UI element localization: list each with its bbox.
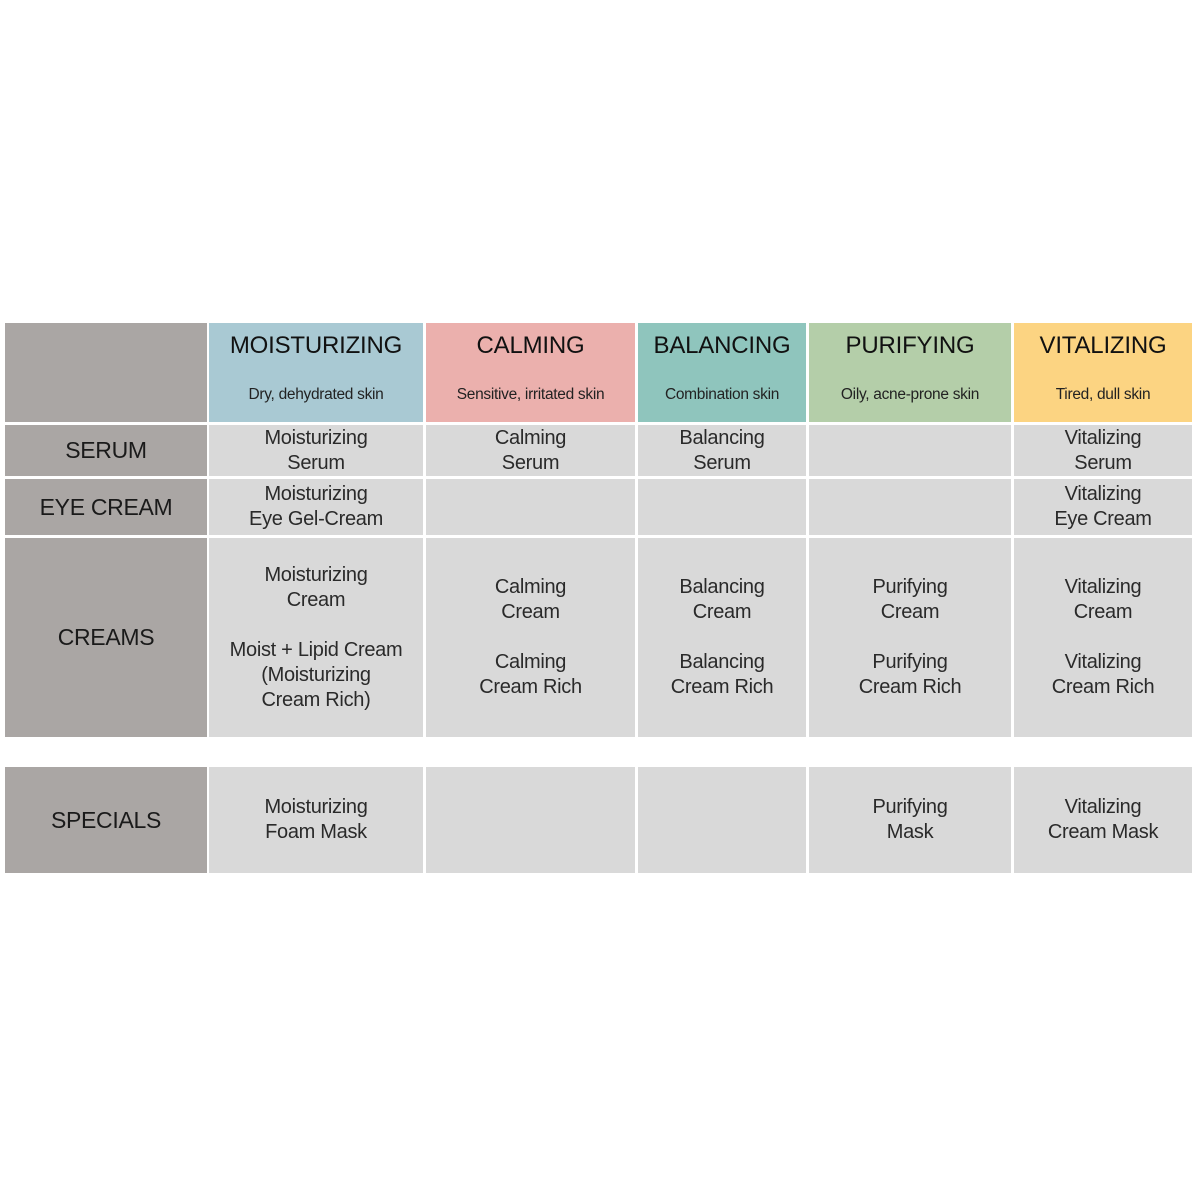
product-name: Calming Cream Rich (479, 651, 582, 698)
column-title: MOISTURIZING (229, 332, 403, 359)
product-name: Moisturizing Foam Mask (264, 796, 368, 843)
table-cell: Calming Serum (426, 425, 635, 476)
table-cell (426, 767, 635, 873)
table-cell: Vitalizing Cream Mask (1014, 767, 1192, 873)
table-cell: Vitalizing Cream Vitalizing Cream Rich (1014, 538, 1192, 737)
product-name: Balancing Cream Rich (670, 651, 774, 698)
product-name: Balancing Cream (679, 576, 765, 623)
table-cell (809, 425, 1011, 476)
column-header-balancing: BALANCING Combination skin (638, 323, 806, 422)
column-header-moisturizing: MOISTURIZING Dry, dehydrated skin (209, 323, 423, 422)
table-cell (638, 479, 806, 535)
corner-cell (5, 323, 207, 422)
column-header-purifying: PURIFYING Oily, acne-prone skin (809, 323, 1011, 422)
column-header-calming: CALMING Sensitive, irritated skin (426, 323, 635, 422)
row-label: SPECIALS (5, 767, 207, 873)
product-name: Purifying Cream Rich (858, 651, 962, 698)
product-name: Vitalizing Cream Mask (1047, 796, 1159, 843)
table-cell (426, 479, 635, 535)
row-label: EYE CREAM (5, 479, 207, 535)
column-subtitle: Dry, dehydrated skin (248, 386, 384, 403)
product-name: Purifying Mask (872, 796, 948, 843)
product-name: Moist + Lipid Cream (Moisturizing Cream … (229, 638, 403, 711)
table-cell: Vitalizing Serum (1014, 425, 1192, 476)
table-cell: Moisturizing Serum (209, 425, 423, 476)
product-name: Moisturizing Cream (264, 563, 368, 611)
table-cell: Vitalizing Eye Cream (1014, 479, 1192, 535)
table-cell: Calming Cream Calming Cream Rich (426, 538, 635, 737)
table-cell: Balancing Serum (638, 425, 806, 476)
column-subtitle: Oily, acne-prone skin (840, 386, 980, 403)
column-title: BALANCING (653, 332, 791, 359)
product-name: Vitalizing Eye Cream (1054, 483, 1152, 530)
table-cell (638, 767, 806, 873)
product-name: Purifying Cream (872, 576, 948, 623)
column-title: VITALIZING (1039, 332, 1167, 359)
product-name: Moisturizing Eye Gel-Cream (249, 483, 383, 530)
table-cell: Moisturizing Foam Mask (209, 767, 423, 873)
table-cell: Purifying Cream Purifying Cream Rich (809, 538, 1011, 737)
column-subtitle: Sensitive, irritated skin (456, 386, 605, 403)
product-name: Moisturizing Serum (264, 426, 368, 474)
table-cell: Moisturizing Cream Moist + Lipid Cream (M… (209, 538, 423, 737)
product-name: Vitalizing Cream (1064, 576, 1142, 623)
table-cell: Purifying Mask (809, 767, 1011, 873)
product-name: Calming Cream (494, 576, 567, 623)
column-title: PURIFYING (845, 332, 975, 359)
product-name: Calming Serum (494, 426, 567, 474)
row-label: SERUM (5, 425, 207, 476)
column-subtitle: Combination skin (664, 386, 780, 403)
table-cell: Moisturizing Eye Gel-Cream (209, 479, 423, 535)
product-name: Balancing Serum (679, 426, 765, 474)
column-header-vitalizing: VITALIZING Tired, dull skin (1014, 323, 1192, 422)
table-cell: Balancing Cream Balancing Cream Rich (638, 538, 806, 737)
product-name: Vitalizing Serum (1064, 426, 1142, 474)
product-name: Vitalizing Cream Rich (1051, 651, 1155, 698)
column-title: CALMING (476, 332, 585, 359)
table-cell (809, 479, 1011, 535)
row-label: CREAMS (5, 538, 207, 737)
column-subtitle: Tired, dull skin (1055, 386, 1151, 403)
